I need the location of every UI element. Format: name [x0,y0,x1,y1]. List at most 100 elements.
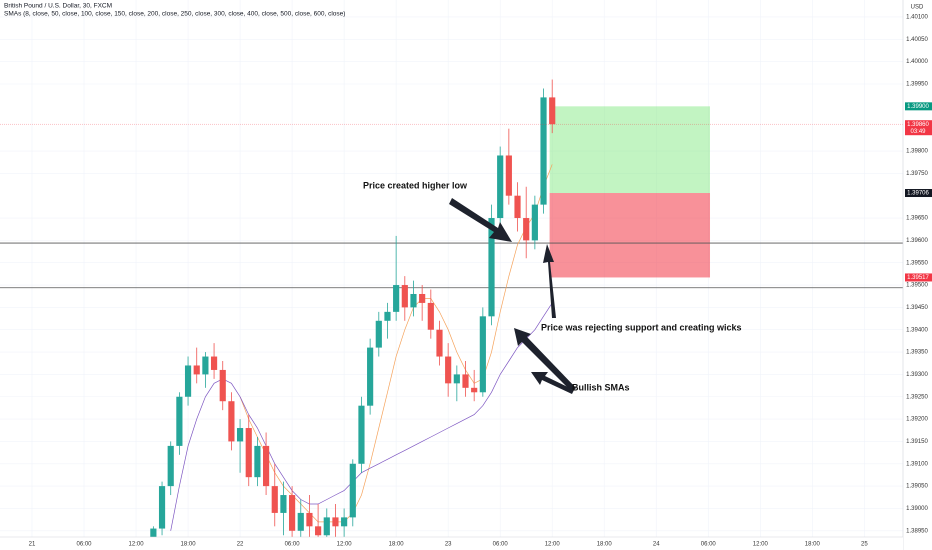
y-tick-label: 1.39050 [906,484,928,490]
x-tick-label: 18:00 [805,542,821,548]
candle-body [453,374,460,384]
time-axis [0,537,903,550]
candle-body [497,155,504,219]
x-tick-label: 23 [445,542,452,548]
candle-body [393,285,400,312]
candle-body [167,445,174,487]
candle-body [445,356,452,384]
y-tick-label: 1.39650 [906,216,928,222]
candle-body [462,374,469,388]
y-tick-label: 1.39000 [906,506,928,512]
y-axis: 1.38950 1.39000 1.39050 1.39100 1.39150 1.392… [905,15,932,534]
candle-body [419,293,426,303]
candle-body [210,356,218,370]
candle-body [505,155,512,196]
candle-body [176,396,183,446]
y-tick-label: 1.39600 [906,238,928,244]
y-tick-label: 1.39450 [906,305,928,311]
chart-title: British Pound / U.S. Dollar, 30, FXCM [4,3,112,10]
y-tick-label: 1.39100 [906,461,928,467]
candle-body [488,218,495,317]
candle-body [471,387,478,393]
currency: USD [911,5,924,11]
x-tick-label: 12:00 [129,542,145,548]
y-tick-label: 1.39750 [906,171,928,177]
price-label: 1.39900 [907,104,929,110]
y-tick-label: 1.39500 [906,283,928,289]
candle-body [401,285,408,308]
y-tick-label: 1.39400 [906,327,928,333]
x-tick-label: 12:00 [337,542,353,548]
y-tick-label: 1.40100 [906,15,928,21]
x-tick-label: 06:00 [285,542,301,548]
candle-body [150,528,157,540]
candle-body [297,512,304,531]
candle-body [523,218,530,241]
candle-body [236,428,244,442]
candle-body [245,428,252,478]
candle-body [219,369,226,402]
y-tick-label: 1.39350 [906,350,928,356]
y-tick-label: 1.39300 [906,372,928,378]
candle-body [306,512,313,527]
candle-body [184,365,192,397]
profit-zone [549,106,711,194]
annotation: Price was rejecting support and creating… [541,322,742,332]
arrow [531,372,574,394]
x-tick-label: 06:00 [493,542,509,548]
x-tick-label: 06:00 [701,542,717,548]
candle-body [367,347,374,406]
arrow [543,244,556,318]
x-tick-label: 25 [861,542,868,548]
y-tick-label: 1.38950 [906,528,928,534]
y-tick-label: 1.39150 [906,439,928,445]
candle-body [410,293,417,308]
price-label-bg [905,120,932,136]
arrow [514,328,576,392]
candle-body [427,302,434,330]
y-tick-label: 1.39550 [906,260,928,266]
x-tick-label: 24 [653,542,660,548]
candle-body [263,445,270,487]
candle-body [549,97,556,125]
candle-body [323,517,330,536]
loss-zone [549,193,711,278]
arrow [449,198,512,242]
candle-body [384,311,391,321]
candle-body [479,316,486,393]
candle-body [193,365,200,375]
x-tick-label: 12:00 [545,542,561,548]
x-tick-label: 12:00 [753,542,769,548]
y-tick-label: 1.40050 [906,37,928,43]
price-label-bg [905,102,932,111]
x-tick-label: 22 [237,542,244,548]
x-tick-label: 21 [29,542,36,548]
indicator-legend: SMAs (8, close, 50, close, 100, close, 1… [4,11,345,18]
candle-body [158,486,166,529]
candle-body [341,517,348,527]
countdown: 03:49 [910,129,926,135]
plot-area [0,0,903,550]
x-tick-label: 18:00 [181,542,197,548]
candle-body [436,329,443,357]
annotation: Price created higher low [363,180,468,190]
x-tick-label: 18:00 [389,542,405,548]
x-axis: 21 06:00 12:00 18:00 22 06:00 12:00 18:00 23 06:0… [29,542,869,548]
price-label-bg [905,189,932,198]
annotation: Bullish SMAs [572,382,630,392]
y-tick-label: 1.39250 [906,394,928,400]
candle-body [271,486,278,513]
y-tick-label: 1.39200 [906,417,928,423]
candle-body [254,445,261,478]
price-label: 1.39517 [907,275,929,281]
arrows [449,198,576,394]
candle-body [531,204,538,241]
candle-body [349,463,356,518]
price-label: 1.39860 [907,122,929,128]
candle-body [280,495,287,513]
candle-body [202,356,209,375]
candle-body [375,320,382,348]
candle-body [228,401,235,442]
candle-body [315,526,322,536]
